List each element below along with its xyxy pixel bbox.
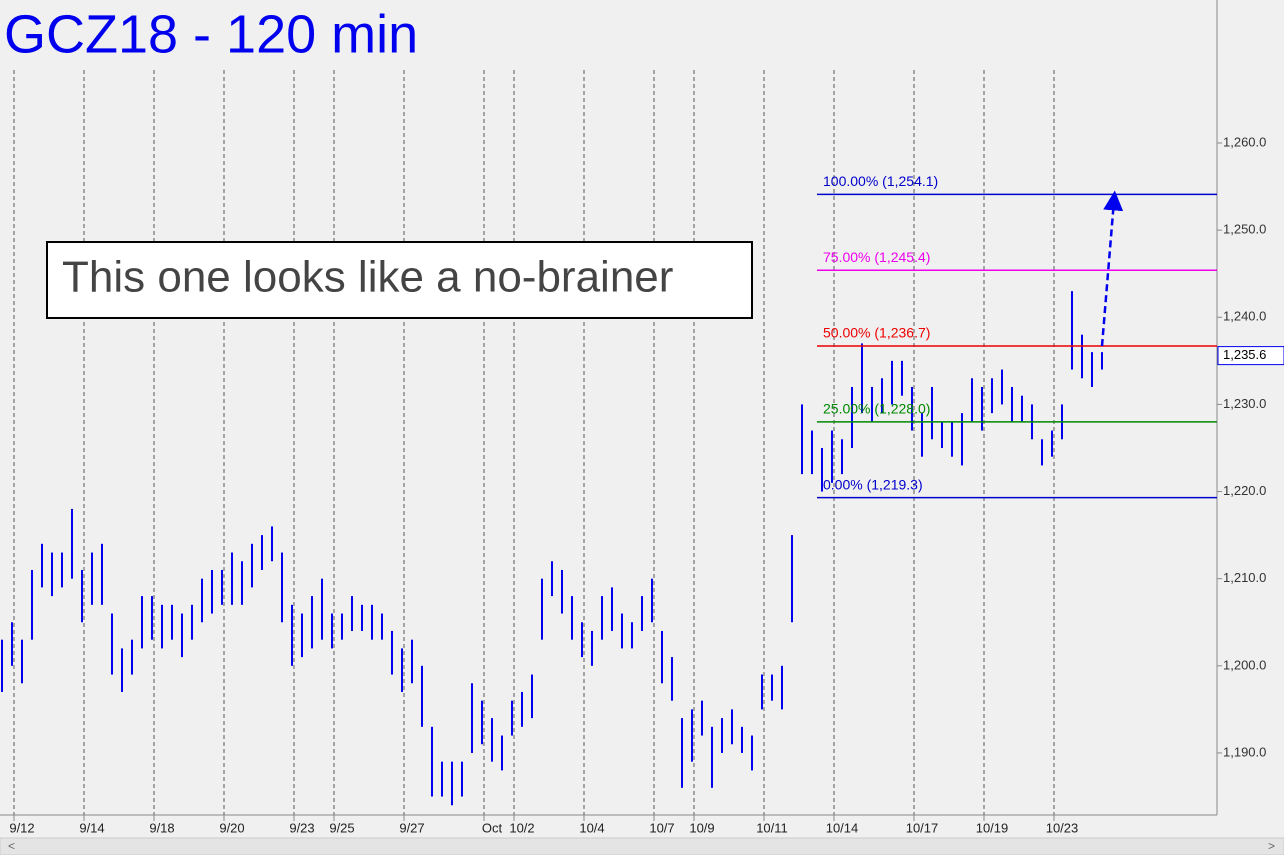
x-tick-label: 9/27	[399, 820, 424, 835]
last-price: 1,235.6	[1223, 347, 1266, 362]
x-tick-label: 10/23	[1046, 820, 1079, 835]
x-tick-label: 9/12	[9, 820, 34, 835]
annotation-box	[46, 241, 753, 319]
x-tick-label: 9/23	[289, 820, 314, 835]
last-price-box	[1217, 346, 1284, 366]
y-tick-label: 1,210.0	[1223, 570, 1266, 585]
chart-title: GCZ18 - 120 min	[4, 4, 418, 64]
y-tick-label: 1,240.0	[1223, 309, 1266, 324]
y-tick-label: 1,190.0	[1223, 744, 1266, 759]
fib-label: 25.00% (1,228.0)	[823, 401, 930, 417]
x-tick-label: 9/25	[329, 820, 354, 835]
scroll-right[interactable]: >	[1268, 839, 1275, 853]
projection-arrow	[1100, 190, 1124, 347]
x-tick-label: 10/17	[906, 820, 939, 835]
x-tick-label: 10/7	[649, 820, 674, 835]
scroll-left[interactable]: <	[8, 839, 15, 853]
fib-label: 75.00% (1,245.4)	[823, 249, 930, 265]
x-tick-label: 10/9	[689, 820, 714, 835]
fib-label: 50.00% (1,236.7)	[823, 325, 930, 341]
annotation: This one looks like a no-brainer	[62, 253, 673, 302]
scrollbar[interactable]	[0, 837, 1284, 855]
y-tick-label: 1,230.0	[1223, 396, 1266, 411]
fib-label: 0.00% (1,219.3)	[823, 476, 923, 492]
y-tick-label: 1,200.0	[1223, 657, 1266, 672]
x-tick-label: 9/18	[149, 820, 174, 835]
x-tick-label: 10/19	[976, 820, 1009, 835]
x-tick-label: Oct	[482, 820, 503, 835]
x-tick-label: 10/11	[756, 820, 788, 835]
y-tick-label: 1,220.0	[1223, 483, 1266, 498]
x-tick-label: 10/4	[579, 820, 604, 835]
x-tick-label: 10/14	[826, 820, 859, 835]
x-tick-label: 9/20	[219, 820, 244, 835]
x-tick-label: 10/2	[509, 820, 534, 835]
y-tick-label: 1,250.0	[1223, 222, 1266, 237]
fib-label: 100.00% (1,254.1)	[823, 173, 938, 189]
x-tick-label: 9/14	[79, 820, 104, 835]
y-tick-label: 1,260.0	[1223, 134, 1266, 149]
